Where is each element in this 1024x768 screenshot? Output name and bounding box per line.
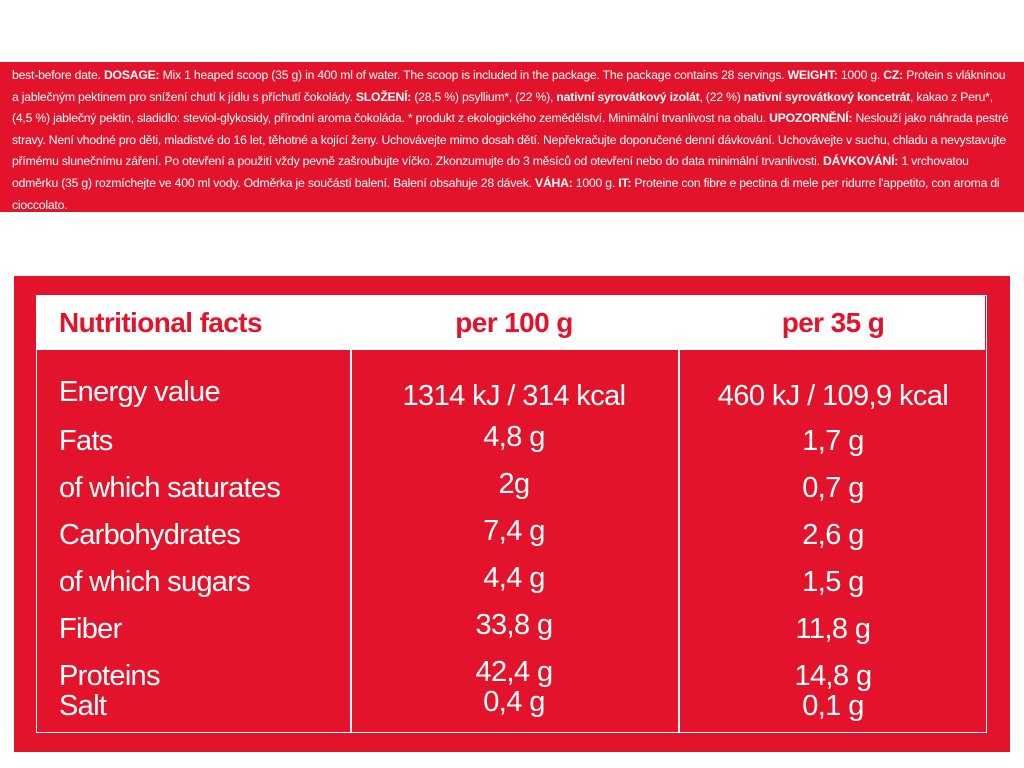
row-value-per-100g: 33,8 g [475, 609, 553, 641]
row-value-per-100g: 0,4 g [483, 686, 545, 718]
label-keyword: IT: [618, 175, 632, 190]
row-name: of which sugars [59, 566, 251, 598]
row-value-per-100g: 7,4 g [483, 515, 545, 547]
header-per-serving: per 35 g [781, 307, 885, 338]
label-keyword: nativní syrovátkový koncetrát [743, 89, 911, 104]
row-value-per-100g: 1314 kJ / 314 kcal [402, 380, 627, 412]
label-text-segment: 1 vrchovatou odměrku (35 g) rozmíchejte … [12, 154, 969, 190]
row-value-per-serving: 11,8 g [795, 613, 871, 645]
label-keyword: WEIGHT: [787, 68, 838, 82]
row-value-per-100g: 2g [498, 468, 530, 500]
table-row: Carbohydrates 7,4 g 2,6 g [37, 512, 985, 559]
table-row: Fiber 33,8 g 11,8 g [37, 606, 985, 653]
label-keyword: UPOZORNĚNÍ: [769, 111, 853, 126]
label-text-segment: Proteine con fibre e pectina di mele per… [12, 175, 1000, 212]
label-text-segment: , (22 %) [699, 89, 744, 104]
label-keyword: DÁVKOVÁNÍ: [822, 154, 899, 169]
table-row: of which saturates 2g 0,7 g [37, 465, 985, 512]
label-text-segment: (28,5 %) psyllium*, (22 %), [411, 89, 557, 104]
table-row: Energy value 1314 kJ / 314 kcal 460 kJ /… [37, 373, 985, 420]
label-keyword: VÁHA: [535, 175, 573, 190]
table-row: of which sugars 4,4 g 1,5 g [37, 559, 985, 606]
label-text-strip: best-before date. DOSAGE: Mix 1 heaped s… [0, 62, 1024, 212]
column-divider [678, 350, 680, 732]
nutrition-table-header: Nutritional facts per 100 g per 35 g [37, 296, 985, 350]
row-value-per-serving: 0,7 g [802, 472, 864, 504]
row-value-per-serving: 1,7 g [802, 425, 864, 457]
row-name: Fats [59, 425, 113, 457]
table-row: Proteins 42,4 g 14,8 g [37, 653, 985, 700]
label-text-segment: Mix 1 heaped scoop (35 g) in 400 ml of w… [159, 68, 788, 82]
row-name: of which saturates [59, 472, 281, 504]
row-name: Salt [59, 690, 107, 722]
nutrition-panel: Nutritional facts per 100 g per 35 g Ene… [14, 276, 1010, 752]
row-value-per-100g: 4,8 g [483, 421, 545, 453]
row-name: Proteins [59, 660, 160, 692]
row-value-per-serving: 1,5 g [802, 566, 864, 598]
label-keyword: nativní syrovátkový izolát [556, 89, 700, 104]
row-value-per-serving: 2,6 g [802, 519, 864, 551]
header-nutritional-facts: Nutritional facts [59, 307, 263, 338]
label-text-segment: , kakao z Peru*, (4,5 %) jablečný pektin… [12, 89, 993, 126]
row-value-per-100g: 4,4 g [483, 562, 545, 594]
row-name: Energy value [59, 376, 221, 408]
label-paragraph: best-before date. DOSAGE: Mix 1 heaped s… [12, 65, 1014, 216]
label-keyword: SLOŽENÍ: [355, 89, 412, 104]
label-keyword: DOSAGE: [103, 68, 160, 82]
label-text-segment: 1000 g. [837, 68, 884, 82]
label-text-segment: Neslouží jako náhrada pestré stravy. Nen… [12, 111, 1009, 169]
row-value-per-100g: 42,4 g [475, 656, 553, 688]
row-name: Fiber [59, 613, 122, 645]
table-row: Fats 4,8 g 1,7 g [37, 418, 985, 465]
header-per-100g: per 100 g [455, 307, 573, 338]
column-divider [350, 350, 352, 732]
row-name: Carbohydrates [59, 519, 241, 551]
row-value-per-serving: 460 kJ / 109,9 kcal [717, 380, 949, 412]
row-value-per-serving: 14,8 g [794, 660, 872, 692]
nutrition-table: Nutritional facts per 100 g per 35 g Ene… [36, 295, 987, 733]
label-text-segment: 1000 g. [572, 175, 619, 190]
row-value-per-serving: 0,1 g [802, 690, 864, 722]
label-text-segment: Protein s vlákninou a jablečným pektinem… [12, 68, 1006, 104]
table-row: Salt 0,4 g 0,1 g [37, 683, 985, 730]
label-text-segment: best-before date. [12, 68, 104, 82]
label-keyword: CZ: [883, 68, 904, 82]
